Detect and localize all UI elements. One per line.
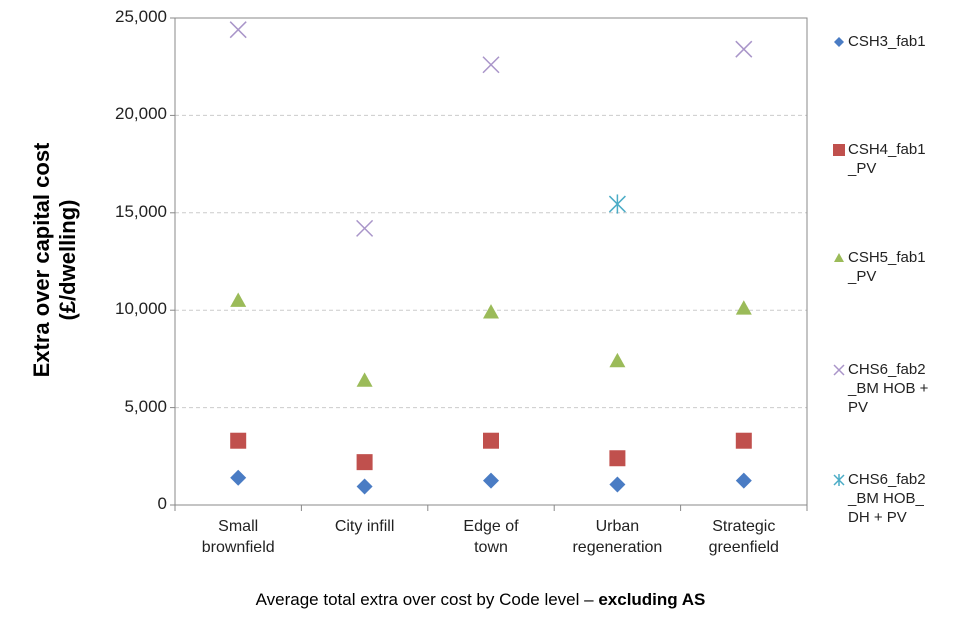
marker [833, 144, 845, 156]
marker [230, 292, 247, 307]
marker [609, 352, 626, 368]
diamond [483, 472, 499, 489]
marker [229, 21, 247, 39]
marker [833, 474, 845, 486]
marker [356, 219, 374, 237]
stroke [229, 21, 247, 39]
diamond [735, 472, 752, 489]
legend-label: CHS6_fab2_BM HOB + PV [848, 361, 929, 416]
marker [834, 37, 844, 47]
stroke [833, 364, 845, 376]
diamond [356, 478, 373, 495]
marker [483, 304, 499, 319]
stroke [735, 40, 753, 58]
diamond [609, 476, 626, 493]
marker [608, 194, 626, 214]
marker [356, 478, 373, 495]
triangle [609, 352, 626, 368]
legend-label: CSH5_fab1_PV [848, 249, 926, 285]
square [483, 432, 499, 449]
marker [356, 372, 373, 387]
marker [834, 253, 844, 262]
y-tick-label: 25,000 [115, 7, 167, 26]
x-tick-label: Strategic greenfield [708, 518, 779, 556]
y-axis-title: Extra over capital cost (£/dwelling) [29, 142, 80, 378]
marker [483, 432, 499, 449]
square [833, 144, 845, 156]
y-tick-label: 20,000 [115, 104, 167, 124]
x-tick-label: Urban regeneration [572, 518, 663, 556]
marker [483, 472, 499, 489]
caption-bold: excluding AS [598, 590, 706, 609]
y-tick-label: 15,000 [115, 201, 167, 221]
square [230, 432, 247, 449]
caption: Average total extra over cost by Code le… [255, 590, 594, 609]
marker [230, 469, 247, 486]
caption-row: Average total extra over cost by Code le… [0, 590, 961, 610]
legend-label: CSH3_fab1 [848, 33, 926, 50]
marker [735, 300, 752, 315]
legend-label: CHS6_fab2_BM HOB_DH + PV [848, 471, 926, 526]
square [609, 450, 626, 467]
marker [735, 472, 752, 489]
stroke [482, 56, 500, 74]
marker [609, 476, 626, 493]
square [735, 432, 752, 449]
marker [735, 40, 753, 58]
plot-frame [174, 17, 808, 506]
marker [356, 454, 373, 471]
triangle [834, 253, 844, 262]
x-tick-label: City infill [334, 518, 395, 535]
marker [230, 432, 247, 449]
diamond [230, 469, 247, 486]
x-tick-label: Edge of town [463, 518, 519, 556]
marker [735, 432, 752, 449]
diamond [834, 37, 844, 47]
triangle [356, 372, 373, 387]
y-tick-label: 0 [157, 494, 167, 513]
y-tick-label: 5,000 [124, 396, 167, 416]
triangle [483, 304, 499, 319]
legend-label: CSH4_fab1_PV [848, 141, 926, 177]
square [356, 454, 373, 471]
y-title-box: Extra over capital cost (£/dwelling) [0, 0, 110, 520]
y-tick-label: 10,000 [115, 299, 167, 319]
marker [833, 364, 845, 376]
triangle [230, 292, 247, 307]
triangle [735, 300, 752, 315]
marker [482, 56, 500, 74]
stroke [356, 219, 374, 237]
marker [609, 450, 626, 467]
x-tick-label: Small brownfield [201, 518, 275, 556]
